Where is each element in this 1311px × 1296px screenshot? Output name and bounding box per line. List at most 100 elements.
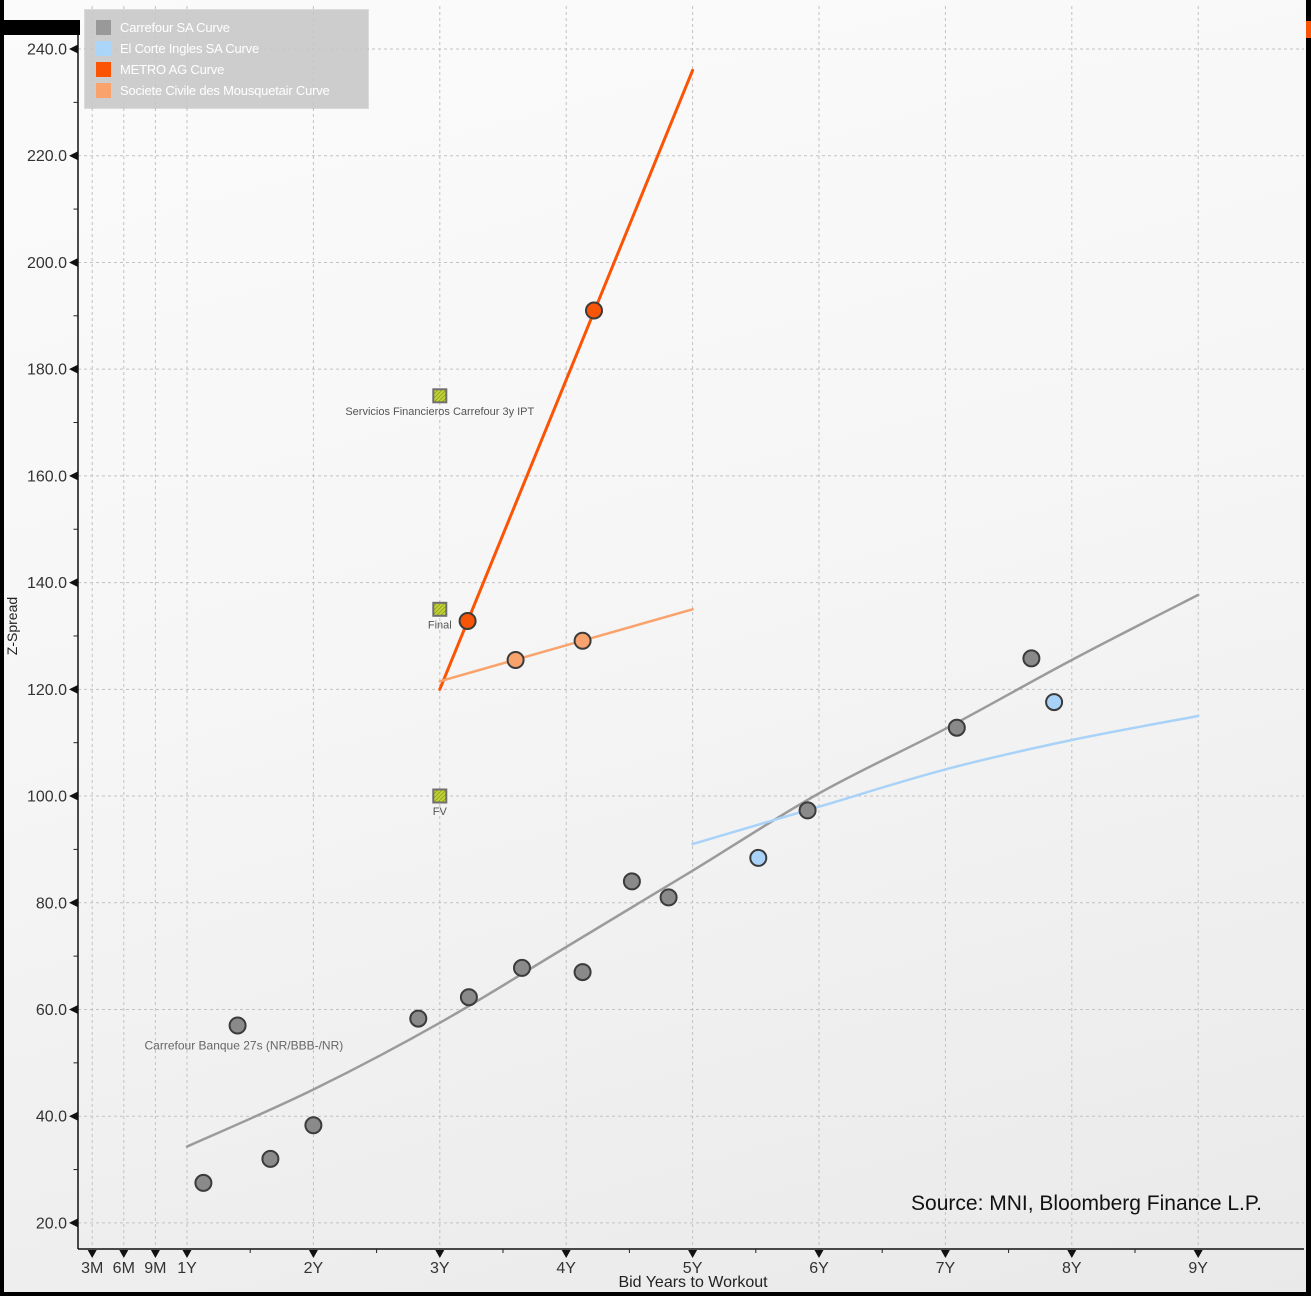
curve-4	[438, 608, 694, 683]
y-tick-arrow	[69, 1218, 78, 1228]
curve-1	[185, 593, 1200, 1148]
data-point-series-4	[506, 651, 525, 669]
x-tick-label: 6Y	[809, 1260, 829, 1277]
x-tick-label: 6M	[113, 1260, 135, 1277]
y-tick-arrow	[69, 1111, 78, 1121]
x-tick-arrow	[308, 1250, 318, 1258]
legend-item-1[interactable]: Carrefour SA Curve	[96, 17, 368, 38]
data-point-series-1	[304, 1116, 323, 1135]
point-annotation: Carrefour Banque 27s (NR/BBB-/NR)	[145, 1039, 344, 1053]
y-tick-label: 20.0	[36, 1215, 67, 1232]
y-tick-label: 100.0	[27, 789, 67, 806]
x-tick-arrow	[561, 1250, 571, 1258]
chart-legend: Carrefour SA Curve El Corte Ingles SA Cur…	[85, 10, 368, 108]
y-tick-arrow	[69, 151, 78, 161]
y-tick-arrow	[69, 898, 78, 908]
data-point-series-1	[513, 958, 531, 977]
screen-edge-right	[1306, 0, 1311, 1296]
deal-marker-square	[432, 788, 448, 804]
deal-marker-square	[432, 388, 448, 404]
curve-3	[438, 68, 695, 691]
y-tick-label: 200.0	[27, 255, 67, 272]
top-left-edge-artifact	[0, 20, 80, 35]
legend-swatch	[96, 62, 111, 77]
data-point-series-3	[458, 612, 477, 630]
x-tick-arrow	[814, 1250, 824, 1258]
data-point-series-1	[409, 1009, 428, 1028]
data-point-series-1	[622, 872, 641, 891]
legend-swatch	[96, 83, 111, 98]
y-tick-arrow	[69, 471, 78, 481]
y-tick-label: 220.0	[27, 148, 67, 165]
data-point-series-1	[573, 963, 592, 982]
legend-label: El Corte Ingles SA Curve	[120, 41, 259, 56]
x-tick-arrow	[435, 1250, 445, 1258]
legend-swatch	[96, 20, 111, 35]
y-tick-label: 80.0	[36, 895, 67, 912]
x-tick-label: 3Y	[430, 1260, 450, 1277]
data-point-series-1	[228, 1016, 247, 1035]
legend-item-3[interactable]: METRO AG Curve	[96, 59, 368, 80]
data-point-series-1	[261, 1149, 280, 1168]
y-tick-label: 240.0	[27, 42, 67, 59]
data-point-series-1	[459, 988, 478, 1007]
y-tick-label: 60.0	[36, 1002, 67, 1019]
x-tick-label: 9Y	[1188, 1260, 1208, 1277]
deal-marker-label: Servicios Financieros Carrefour 3y IPT	[345, 406, 534, 418]
legend-label: METRO AG Curve	[120, 62, 225, 77]
x-tick-label: 2Y	[304, 1260, 324, 1277]
deal-marker-square	[432, 601, 448, 617]
data-point-series-1	[947, 718, 966, 737]
x-axis-title: Bid Years to Workout	[618, 1274, 768, 1291]
curve-2	[691, 714, 1200, 846]
x-tick-arrow	[182, 1250, 192, 1258]
legend-label: Societe Civile des Mousquetair Curve	[120, 83, 330, 98]
y-tick-label: 160.0	[27, 468, 67, 485]
deal-marker-label: FV	[433, 806, 448, 818]
x-tick-label: 8Y	[1062, 1260, 1082, 1277]
source-note: Source: MNI, Bloomberg Finance L.P.	[911, 1192, 1262, 1215]
data-point-series-1	[659, 888, 678, 907]
screen-edge-left	[0, 0, 4, 1296]
y-tick-arrow	[69, 684, 78, 694]
x-tick-arrow	[1067, 1250, 1077, 1258]
legend-item-4[interactable]: Societe Civile des Mousquetair Curve	[96, 80, 368, 101]
y-axis-title: Z-Spread	[4, 596, 20, 656]
data-point-series-2	[749, 848, 768, 867]
x-tick-label: 7Y	[936, 1260, 956, 1277]
y-tick-arrow	[69, 257, 78, 267]
data-point-series-1	[1022, 649, 1041, 668]
y-tick-arrow	[69, 1004, 78, 1014]
x-tick-arrow	[119, 1250, 129, 1258]
screen-edge-bottom	[0, 1292, 1311, 1296]
scrollbar-orange-mark	[1306, 21, 1311, 38]
y-tick-arrow	[69, 791, 78, 801]
legend-swatch	[96, 41, 111, 56]
data-point-series-1	[798, 801, 817, 820]
y-tick-arrow	[69, 364, 78, 374]
x-tick-arrow	[1193, 1250, 1203, 1258]
y-tick-label: 40.0	[36, 1109, 67, 1126]
x-tick-arrow	[940, 1250, 950, 1258]
legend-label: Carrefour SA Curve	[120, 20, 230, 35]
x-tick-label: 4Y	[556, 1260, 576, 1277]
y-tick-arrow	[69, 44, 78, 54]
x-tick-arrow	[87, 1250, 97, 1258]
y-tick-label: 180.0	[27, 362, 67, 379]
x-tick-label: 5Y	[683, 1260, 703, 1277]
y-tick-arrow	[69, 578, 78, 588]
data-point-series-3	[585, 301, 603, 320]
legend-item-2[interactable]: El Corte Ingles SA Curve	[96, 38, 368, 59]
data-point-series-1	[194, 1173, 213, 1192]
x-tick-label: 9M	[144, 1260, 166, 1277]
y-tick-label: 140.0	[27, 575, 67, 592]
deal-marker-label: Final	[428, 619, 452, 631]
data-point-series-4	[573, 631, 592, 650]
x-tick-arrow	[688, 1250, 698, 1258]
data-point-series-2	[1045, 693, 1064, 712]
y-tick-label: 120.0	[27, 682, 67, 699]
x-tick-label: 1Y	[177, 1260, 197, 1277]
x-tick-label: 3M	[81, 1260, 103, 1277]
